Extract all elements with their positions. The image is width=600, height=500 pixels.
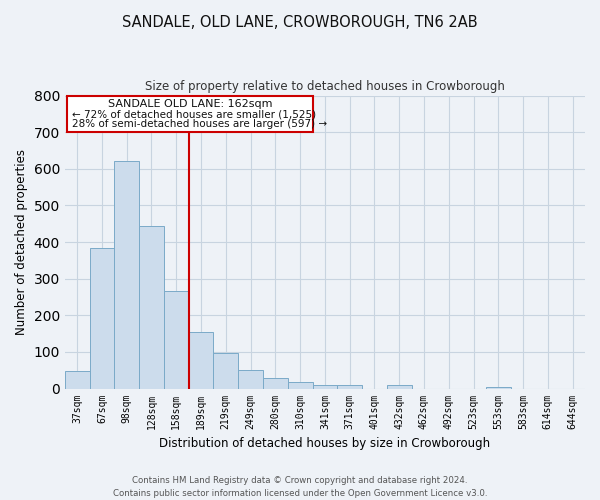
Text: ← 72% of detached houses are smaller (1,525): ← 72% of detached houses are smaller (1,… — [72, 110, 316, 120]
Bar — [115, 160, 139, 388]
Text: 28% of semi-detached houses are larger (597) →: 28% of semi-detached houses are larger (… — [72, 120, 328, 130]
Bar — [214, 352, 238, 388]
Bar — [486, 386, 511, 388]
Y-axis label: Number of detached properties: Number of detached properties — [15, 149, 28, 335]
Text: SANDALE, OLD LANE, CROWBOROUGH, TN6 2AB: SANDALE, OLD LANE, CROWBOROUGH, TN6 2AB — [122, 15, 478, 30]
Bar — [67, 96, 313, 132]
X-axis label: Distribution of detached houses by size in Crowborough: Distribution of detached houses by size … — [160, 437, 490, 450]
Bar — [313, 385, 337, 388]
Bar — [139, 226, 164, 388]
Bar — [188, 332, 214, 388]
Text: Contains HM Land Registry data © Crown copyright and database right 2024.
Contai: Contains HM Land Registry data © Crown c… — [113, 476, 487, 498]
Bar — [238, 370, 263, 388]
Bar — [164, 292, 188, 388]
Bar — [337, 385, 362, 388]
Bar — [288, 382, 313, 388]
Bar — [263, 378, 288, 388]
Bar — [89, 248, 115, 388]
Text: SANDALE OLD LANE: 162sqm: SANDALE OLD LANE: 162sqm — [107, 99, 272, 109]
Title: Size of property relative to detached houses in Crowborough: Size of property relative to detached ho… — [145, 80, 505, 93]
Bar — [65, 371, 89, 388]
Bar — [387, 385, 412, 388]
